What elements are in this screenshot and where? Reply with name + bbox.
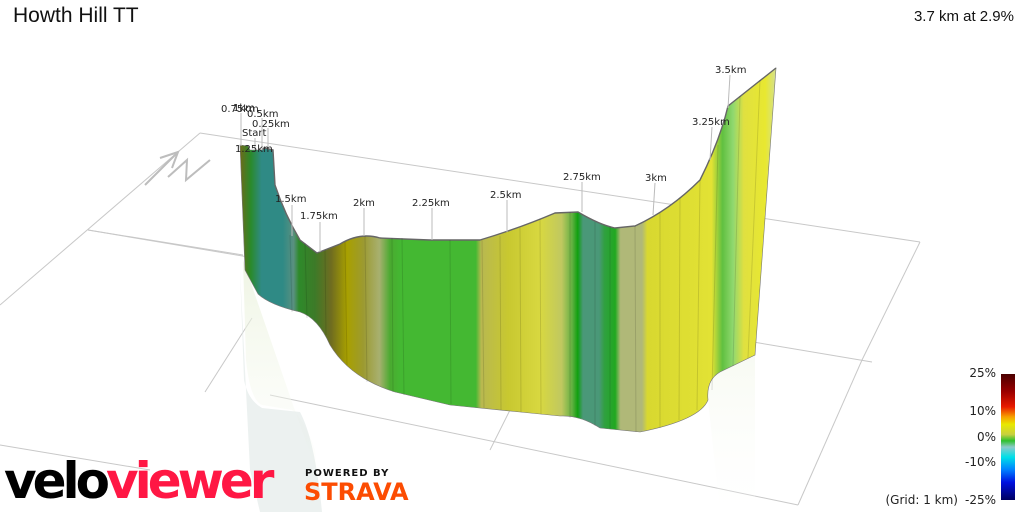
km-marker-start: Start bbox=[242, 128, 267, 150]
svg-text:0.5km: 0.5km bbox=[247, 109, 278, 120]
svg-text:2.25km: 2.25km bbox=[412, 198, 450, 209]
svg-text:3.25km: 3.25km bbox=[692, 117, 730, 128]
svg-text:1.75km: 1.75km bbox=[300, 211, 338, 222]
svg-text:3km: 3km bbox=[645, 173, 667, 184]
strava-logo[interactable]: STRAVA bbox=[304, 478, 409, 506]
km-marker-3: 3km bbox=[645, 173, 667, 216]
km-marker-2.25: 2.25km bbox=[412, 198, 450, 240]
segment-summary: 3.7 km at 2.9% bbox=[913, 8, 1014, 25]
svg-text:2km: 2km bbox=[353, 198, 375, 209]
legend-neg10-label: -10% bbox=[964, 455, 996, 469]
north-arrow-icon bbox=[144, 150, 211, 186]
km-marker-2: 2km bbox=[353, 198, 375, 236]
logo-velo-text: velo bbox=[4, 452, 110, 510]
svg-text:0.75km: 0.75km bbox=[221, 104, 259, 115]
legend-10-label: 10% bbox=[969, 404, 996, 418]
svg-text:2.75km: 2.75km bbox=[563, 172, 601, 183]
svg-text:1.5km: 1.5km bbox=[275, 194, 306, 205]
km-marker-0.75: 0.75km bbox=[221, 104, 259, 146]
grid-scale-note: (Grid: 1 km) bbox=[885, 493, 959, 507]
segment-title: Howth Hill TT bbox=[13, 4, 139, 27]
km-marker-1.5: 1.5km bbox=[275, 194, 306, 236]
legend-min-label: -25% bbox=[964, 493, 996, 507]
svg-text:3.5km: 3.5km bbox=[715, 65, 746, 76]
svg-text:Start: Start bbox=[242, 128, 267, 139]
km-marker-1.25: 1.25km bbox=[235, 144, 273, 155]
km-marker-3.25: 3.25km bbox=[692, 117, 730, 161]
km-marker-1: 1km bbox=[233, 103, 255, 114]
logo-viewer-text: viewer bbox=[106, 452, 274, 510]
gradient-color-bar bbox=[1001, 374, 1015, 500]
elevation-top-edge bbox=[261, 67, 777, 254]
km-marker-1.75: 1.75km bbox=[300, 211, 338, 252]
legend-zero-label: 0% bbox=[976, 430, 996, 444]
km-marker-2.75: 2.75km bbox=[563, 172, 601, 212]
km-marker-2.5: 2.5km bbox=[490, 190, 521, 232]
km-markers: Start 0.25km 0.5km 0.75km 1km 1.25km 1.5… bbox=[221, 65, 746, 252]
svg-text:1.25km: 1.25km bbox=[235, 144, 273, 155]
segment-dividers bbox=[289, 79, 761, 433]
km-marker-0.25: 0.25km bbox=[252, 119, 290, 150]
km-marker-0.5: 0.5km bbox=[247, 109, 278, 150]
km-marker-3.5: 3.5km bbox=[715, 65, 746, 109]
legend-max-label: 25% bbox=[969, 366, 996, 380]
svg-text:0.25km: 0.25km bbox=[252, 119, 290, 130]
powered-by-text: POWERED BY bbox=[305, 468, 390, 479]
svg-text:2.5km: 2.5km bbox=[490, 190, 521, 201]
svg-text:1km: 1km bbox=[233, 103, 255, 114]
elevation-shadow-left bbox=[240, 270, 322, 512]
veloviewer-logo[interactable]: veloviewer bbox=[4, 452, 274, 510]
